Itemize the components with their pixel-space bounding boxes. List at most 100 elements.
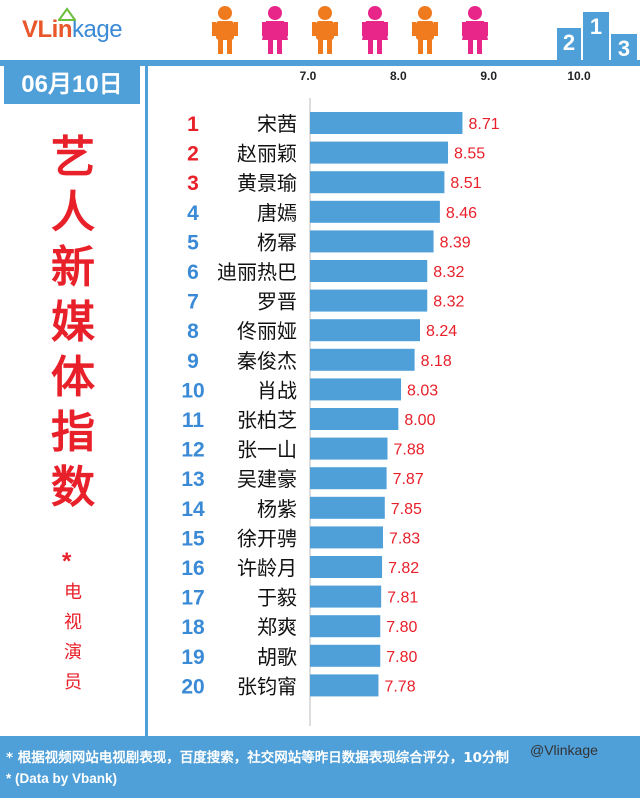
female-icon [462,6,488,54]
x-tick-label: 9.0 [480,69,497,83]
female-icon [362,6,388,54]
score-value-label: 8.55 [454,146,485,163]
podium-step-1 [557,28,581,62]
score-value-label: 8.18 [421,353,452,370]
podium-icon: 213 [557,12,637,62]
rank-label: 17 [181,587,204,610]
score-value-label: 7.81 [387,590,418,607]
artist-name-label: 佟丽娅 [237,319,297,343]
score-value-label: 7.88 [393,442,424,459]
rank-label: 12 [181,439,204,462]
score-bar [310,348,415,371]
score-bar [310,112,463,134]
date-label: 06月10日 [4,66,140,104]
male-icon [412,6,438,54]
rank-label: 11 [182,409,205,432]
rank-label: 5 [187,231,199,254]
score-value-label: 7.80 [386,649,417,666]
rank-label: 9 [187,350,199,373]
score-bar [310,585,382,608]
artist-name-label: 郑爽 [257,615,297,639]
rank-label: 13 [181,468,204,491]
podium-step-2 [583,12,609,62]
artist-name-label: 于毅 [257,586,297,610]
rank-label: 3 [187,172,199,195]
score-bar [310,496,385,519]
artist-name-label: 迪丽热巴 [217,260,297,284]
footer-bar: * 根据视频网站电视剧表现，百度搜索，社交网站等昨日数据表现综合评分，10分制 … [0,736,640,798]
logo-mark-icon [58,7,76,21]
artist-name-label: 赵丽颖 [237,142,297,166]
rank-label: 1 [187,113,199,136]
podium-step-3 [611,34,637,62]
title-star: * [62,548,72,575]
score-value-label: 7.83 [389,530,420,547]
rank-label: 8 [187,320,199,343]
rank-label: 16 [181,557,204,580]
artist-name-label: 胡歌 [257,645,297,669]
artist-name-label: 张一山 [237,438,297,462]
rank-label: 4 [187,202,199,225]
score-value-label: 8.32 [433,264,464,281]
footer-note-method: * 根据视频网站电视剧表现，百度搜索，社交网站等昨日数据表现综合评分，10分制 [6,750,510,766]
title-char-6: 指 [51,407,95,458]
artist-name-label: 张柏芝 [237,408,297,432]
score-value-label: 7.80 [386,619,417,636]
title-char-7: 数 [51,462,95,513]
score-bar [310,674,379,697]
score-value-label: 8.00 [404,412,435,429]
rank-label: 14 [181,498,205,521]
weibo-watermark: @Vlinkage [530,742,598,758]
subtitle-char-4: 员 [64,672,82,693]
artist-name-label: 宋茜 [257,112,297,136]
male-icon [312,6,338,54]
artist-name-label: 张钧甯 [237,674,297,698]
artist-name-label: 唐嫣 [257,201,297,225]
score-value-label: 8.39 [440,234,471,251]
score-bar [310,141,449,164]
artist-name-label: 杨紫 [257,497,297,521]
score-bar [310,408,399,430]
podium-label-2: 1 [590,14,602,39]
vertical-title: 艺人新媒体指数 [38,130,108,515]
artist-name-label: 杨幂 [257,230,297,254]
score-value-label: 8.24 [426,323,457,340]
score-value-label: 8.32 [433,294,464,311]
rank-label: 7 [187,291,199,314]
score-value-label: 8.46 [446,205,477,222]
x-tick-label: 8.0 [390,69,407,83]
subtitle-char-2: 视 [64,612,82,633]
score-bar [310,556,383,578]
title-char-2: 人 [51,187,95,238]
score-bar [310,171,445,194]
artist-name-label: 徐开骋 [237,526,297,550]
title-char-1: 艺 [51,132,95,183]
score-bar [310,378,402,401]
artist-name-label: 许龄月 [237,556,297,580]
score-bar [310,644,381,667]
left-panel [0,66,148,736]
rank-label: 6 [187,261,199,284]
male-icon [212,6,238,54]
rank-label: 10 [181,379,204,402]
title-char-5: 体 [51,352,95,403]
artist-name-label: 吴建豪 [237,467,297,491]
score-bar [310,526,383,549]
artist-name-label: 肖战 [257,378,297,402]
rank-label: 2 [187,143,199,166]
score-bar [310,200,440,223]
score-bar [310,260,428,282]
artist-name-label: 黄景瑜 [237,171,297,195]
rank-label: 19 [181,646,204,669]
subtitle-char-3: 演 [64,642,82,663]
score-bar [310,437,388,460]
x-tick-label: 7.0 [300,69,317,83]
title-char-4: 媒 [51,297,95,348]
score-value-label: 7.78 [384,678,415,695]
artist-name-label: 秦俊杰 [237,349,297,373]
score-value-label: 7.82 [388,560,419,577]
podium-label-1: 2 [563,30,575,55]
score-bar [310,230,434,253]
score-bar [310,467,387,490]
